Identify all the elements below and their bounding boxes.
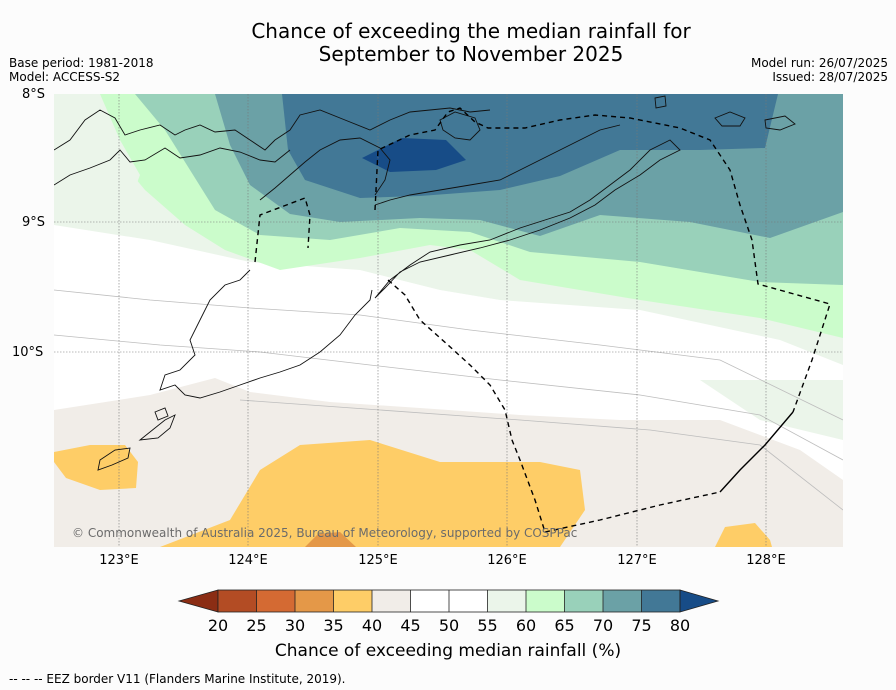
colorbar-swatch <box>526 590 565 612</box>
contour-lines <box>54 289 843 511</box>
probability-band-55-60-east <box>700 380 843 440</box>
model-text: Model: ACCESS-S2 <box>9 70 121 84</box>
lat-label-8s: 8°S <box>22 87 46 102</box>
eez-border <box>254 107 831 533</box>
chart-title: Chance of exceeding the median rainfall … <box>0 20 896 66</box>
lon-label-127e: 127°E <box>617 553 657 568</box>
colorbar-tick: 60 <box>515 616 537 635</box>
probability-band-30-35 <box>305 532 356 547</box>
colorbar-swatch <box>295 590 334 612</box>
colorbar-tick: 20 <box>207 616 229 635</box>
colorbar-lower-extension <box>177 589 219 613</box>
colorbar-swatch <box>603 590 642 612</box>
map-panel <box>54 94 843 547</box>
coastlines <box>54 95 796 471</box>
lat-label-9s: 9°S <box>22 215 46 230</box>
colorbar-tick: 35 <box>323 616 344 635</box>
lon-label-125e: 125°E <box>358 553 398 568</box>
colorbar-tick: 65 <box>554 616 575 635</box>
title-line-1: Chance of exceeding the median rainfall … <box>251 19 691 43</box>
copyright-text: © Commonwealth of Australia 2025, Bureau… <box>72 526 578 540</box>
colorbar-tick: 30 <box>284 616 306 635</box>
lon-label-123e: 123°E <box>99 553 139 568</box>
colorbar-swatch <box>449 590 488 612</box>
title-line-2: September to November 2025 <box>318 42 624 66</box>
colorbar-swatch <box>333 590 372 612</box>
colorbar-tick: 50 <box>438 616 460 635</box>
graticule <box>54 94 843 547</box>
probability-band-75-80 <box>282 94 778 198</box>
probability-band-80-plus <box>362 138 466 172</box>
probability-band-35-40 <box>160 440 585 547</box>
colorbar-upper-extension <box>679 589 720 613</box>
colorbar-tick: 75 <box>631 616 652 635</box>
meta-right: Model run: 26/07/2025 Issued: 28/07/2025 <box>751 56 888 84</box>
colorbar-swatch <box>372 590 411 612</box>
meta-left: Base period: 1981-2018 Model: ACCESS-S2 <box>9 56 154 84</box>
base-period-text: Base period: 1981-2018 <box>9 56 154 70</box>
colorbar-swatch <box>487 590 526 612</box>
colorbar-tick: 45 <box>400 616 421 635</box>
probability-band-35-40-southeast <box>715 523 772 547</box>
colorbar-swatch <box>641 590 680 612</box>
colorbar-tick: 70 <box>592 616 614 635</box>
model-run-text: Model run: 26/07/2025 <box>750 56 888 70</box>
colorbar-tick: 40 <box>361 616 383 635</box>
colorbar-swatch <box>564 590 603 612</box>
lon-label-128e: 128°E <box>746 553 786 568</box>
colorbar-tick: 80 <box>669 616 691 635</box>
colorbar-tick: 25 <box>246 616 267 635</box>
colorbar-swatch <box>218 590 257 612</box>
probability-band-35-40-west <box>54 445 138 490</box>
lon-label-126e: 126°E <box>487 553 527 568</box>
colorbar-swatch <box>256 590 295 612</box>
colorbar-label: Chance of exceeding median rainfall (%) <box>274 641 622 661</box>
lat-label-10s: 10°S <box>12 345 44 360</box>
probability-band-55-60-north <box>54 94 140 215</box>
issued-text: Issued: 28/07/2025 <box>772 70 888 84</box>
lon-label-124e: 124°E <box>228 553 268 568</box>
colorbar <box>177 589 720 613</box>
colorbar-swatch <box>410 590 449 612</box>
colorbar-tick: 55 <box>477 616 498 635</box>
eez-footnote: -- -- -- EEZ border V11 (Flanders Marine… <box>9 672 346 686</box>
